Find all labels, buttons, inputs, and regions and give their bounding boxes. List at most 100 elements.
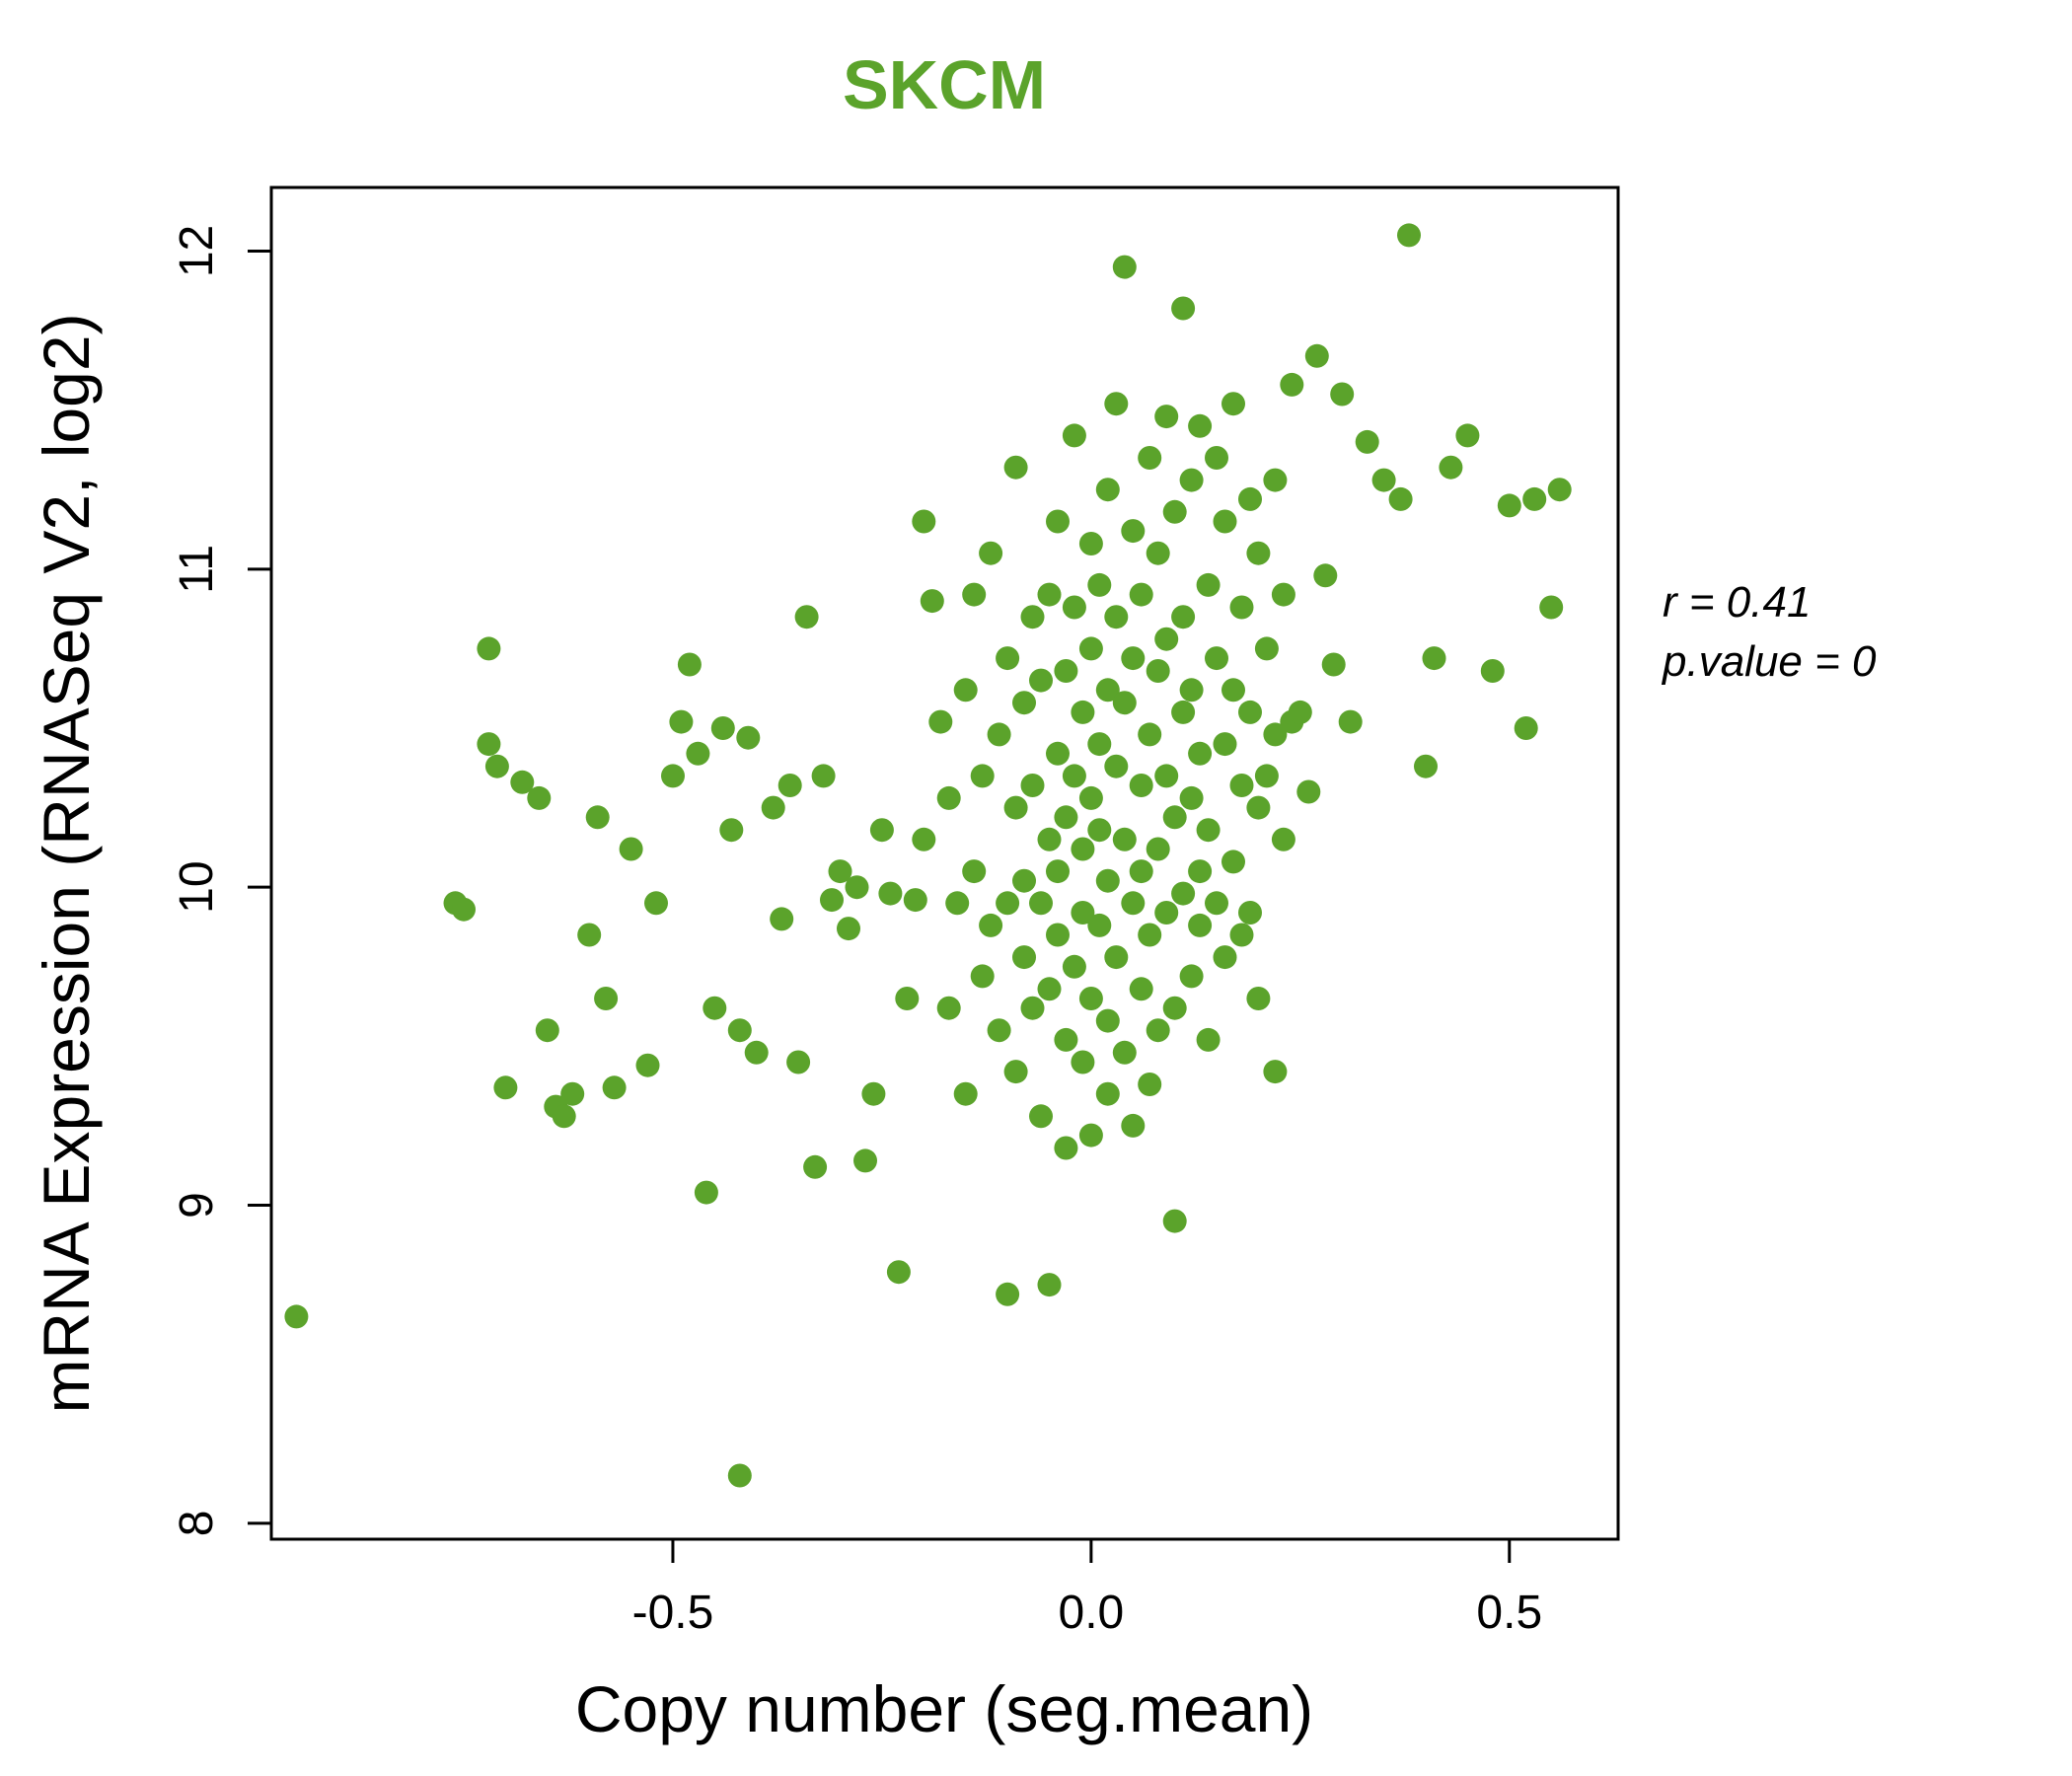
- data-point: [560, 1081, 585, 1106]
- x-axis-ticks: -0.5 0.0 0.5: [632, 1539, 1542, 1639]
- data-point: [1205, 646, 1228, 671]
- data-point: [1087, 818, 1112, 843]
- data-point: [1238, 700, 1262, 724]
- data-point: [1371, 468, 1396, 492]
- data-point: [1179, 678, 1204, 703]
- x-tick-label: -0.5: [632, 1587, 714, 1639]
- data-point: [1012, 945, 1036, 970]
- data-point: [1003, 795, 1028, 820]
- data-point: [1229, 595, 1254, 620]
- data-point: [853, 1148, 877, 1173]
- data-point: [1087, 732, 1112, 757]
- annotation-r-value: r = 0.41: [1663, 578, 1811, 627]
- data-point: [1238, 486, 1262, 511]
- data-point: [1179, 785, 1204, 810]
- data-point: [1547, 478, 1572, 502]
- plot-box: [269, 185, 1620, 1541]
- data-point: [987, 722, 1011, 747]
- data-point: [820, 888, 844, 913]
- data-point: [1263, 1060, 1288, 1084]
- data-point: [619, 837, 643, 861]
- y-tick-label: 10: [171, 860, 223, 913]
- data-point: [1321, 652, 1346, 677]
- data-point: [1213, 732, 1237, 757]
- plot-title: SKCM: [843, 46, 1046, 123]
- data-point: [1078, 987, 1103, 1010]
- data-point: [736, 725, 761, 750]
- data-point: [920, 589, 944, 614]
- data-point: [477, 636, 501, 661]
- data-point: [996, 646, 1020, 671]
- data-point: [635, 1053, 660, 1077]
- data-point: [1162, 499, 1187, 524]
- data-point: [1112, 827, 1137, 851]
- data-point: [1071, 901, 1095, 925]
- data-point: [1121, 891, 1146, 916]
- data-point: [811, 764, 836, 788]
- data-point: [1254, 764, 1279, 788]
- data-point: [1062, 954, 1086, 979]
- data-point: [794, 605, 819, 629]
- data-point: [594, 987, 619, 1010]
- data-point: [644, 891, 668, 916]
- data-point: [1271, 827, 1295, 851]
- data-point: [484, 754, 509, 778]
- data-point: [1196, 1027, 1221, 1052]
- data-point: [1029, 1104, 1053, 1129]
- data-point: [1037, 827, 1062, 851]
- data-point: [1037, 1273, 1062, 1297]
- data-point: [1229, 774, 1254, 797]
- data-point: [1213, 945, 1237, 970]
- data-point: [1246, 795, 1271, 820]
- data-point: [1012, 691, 1036, 715]
- data-point: [1078, 1123, 1103, 1147]
- data-point: [710, 716, 735, 740]
- data-point: [1012, 868, 1036, 893]
- data-point: [1138, 923, 1162, 947]
- data-point: [1071, 700, 1095, 724]
- data-point: [903, 888, 927, 913]
- data-point: [1138, 1073, 1162, 1096]
- data-point: [1020, 605, 1045, 629]
- data-point: [1439, 455, 1463, 480]
- data-point: [1221, 850, 1245, 874]
- data-point: [1539, 595, 1564, 620]
- data-point: [727, 1463, 752, 1488]
- data-point: [837, 917, 860, 941]
- data-point: [1154, 901, 1179, 925]
- data-point: [962, 582, 987, 607]
- data-point: [1129, 774, 1153, 797]
- data-point: [1095, 1008, 1120, 1033]
- y-tick-label: 8: [171, 1511, 223, 1537]
- data-point: [1188, 741, 1213, 766]
- data-point: [661, 764, 685, 788]
- data-point: [585, 805, 610, 830]
- data-point: [493, 1075, 518, 1100]
- data-point: [1029, 891, 1053, 916]
- data-point: [1480, 659, 1505, 683]
- data-point: [1338, 709, 1363, 734]
- data-point: [1221, 678, 1245, 703]
- data-point: [845, 875, 869, 900]
- data-point: [1246, 987, 1271, 1010]
- data-point: [861, 1081, 886, 1106]
- data-point: [936, 996, 961, 1020]
- data-point: [886, 1260, 911, 1285]
- data-point: [912, 827, 936, 851]
- data-point: [1138, 446, 1162, 470]
- data-point: [945, 891, 970, 916]
- data-point: [1129, 859, 1153, 884]
- data-point: [1221, 392, 1245, 416]
- data-point: [1422, 646, 1446, 671]
- data-point: [1087, 913, 1112, 937]
- y-tick-label: 11: [171, 545, 223, 594]
- y-axis-ticks: 8 9 10 11 12: [171, 225, 271, 1536]
- data-point: [1171, 881, 1196, 906]
- data-point: [1146, 1018, 1170, 1043]
- data-point: [1003, 1060, 1028, 1084]
- y-tick-label: 9: [171, 1192, 223, 1219]
- data-point: [1062, 423, 1086, 448]
- data-point: [1205, 891, 1228, 916]
- data-point: [912, 509, 936, 534]
- data-point: [1246, 541, 1271, 565]
